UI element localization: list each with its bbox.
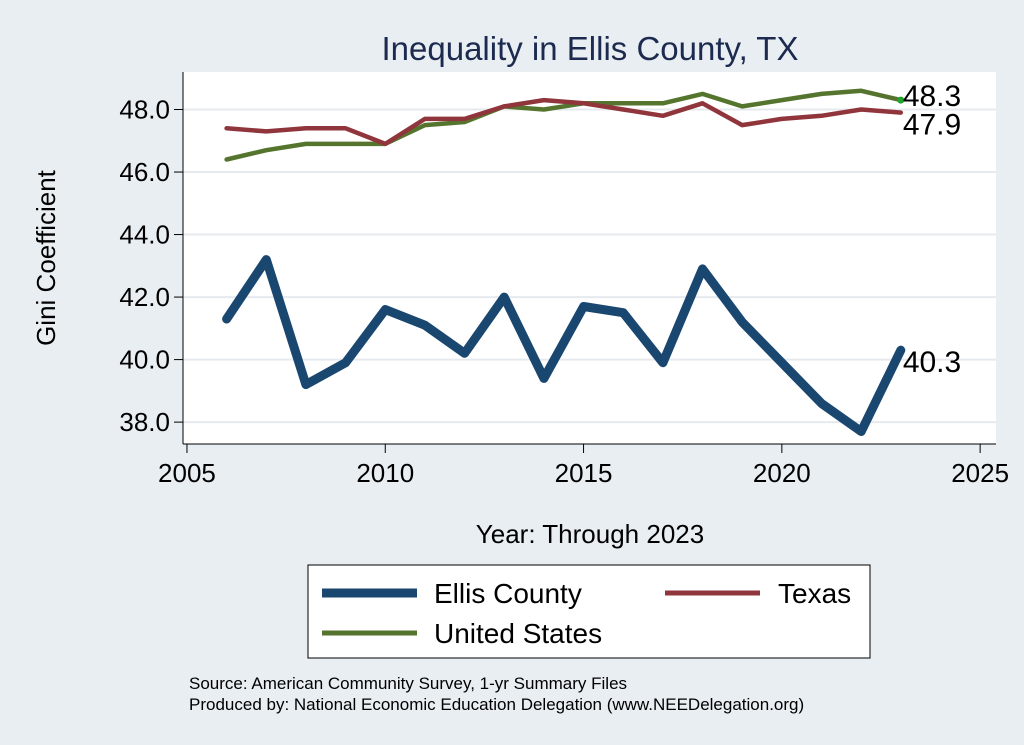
series-end-labels: 40.3 47.948.3 bbox=[903, 80, 961, 379]
legend-label-texas: Texas bbox=[778, 578, 851, 609]
series-line-texas bbox=[224, 97, 904, 147]
legend-label-united-states: United States bbox=[434, 618, 602, 649]
y-axis-title: Gini Coefficient bbox=[31, 169, 61, 346]
source-line-1: Source: American Community Survey, 1-yr … bbox=[189, 674, 627, 693]
series-line-ellis-county bbox=[222, 255, 906, 436]
x-tick-label-2010: 2010 bbox=[356, 458, 414, 488]
end-label-ellis-county: 40.3 bbox=[903, 346, 961, 379]
legend-box bbox=[307, 564, 871, 659]
y-tick-label-46: 46.0 bbox=[119, 157, 170, 187]
y-tick-label-42: 42.0 bbox=[119, 282, 170, 312]
source-line-2: Produced by: National Economic Education… bbox=[189, 695, 804, 714]
series-lines bbox=[222, 88, 906, 436]
chart-title: Inequality in Ellis County, TX bbox=[382, 30, 799, 67]
series-endpoint-united-states bbox=[897, 96, 905, 104]
x-tick-label-2015: 2015 bbox=[555, 458, 613, 488]
series-line-united-states bbox=[224, 88, 904, 162]
end-label-united-states: 48.3 bbox=[903, 80, 961, 113]
x-tick-label-2020: 2020 bbox=[753, 458, 811, 488]
x-axis-title: Year: Through 2023 bbox=[476, 519, 704, 549]
y-tick-label-44: 44.0 bbox=[119, 220, 170, 250]
end-label-texas: 47.9 bbox=[903, 109, 961, 142]
x-axis-ticks: 2005 2010 2015 2020 2025 bbox=[158, 444, 1009, 488]
legend-label-ellis-county: Ellis County bbox=[434, 578, 582, 609]
y-axis-ticks: 38.0 40.0 42.0 44.0 46.0 48.0 bbox=[119, 95, 183, 437]
x-tick-label-2025: 2025 bbox=[951, 458, 1009, 488]
y-tick-label-48: 48.0 bbox=[119, 95, 170, 125]
y-tick-label-40: 40.0 bbox=[119, 345, 170, 375]
x-tick-label-2005: 2005 bbox=[158, 458, 216, 488]
y-tick-label-38: 38.0 bbox=[119, 407, 170, 437]
